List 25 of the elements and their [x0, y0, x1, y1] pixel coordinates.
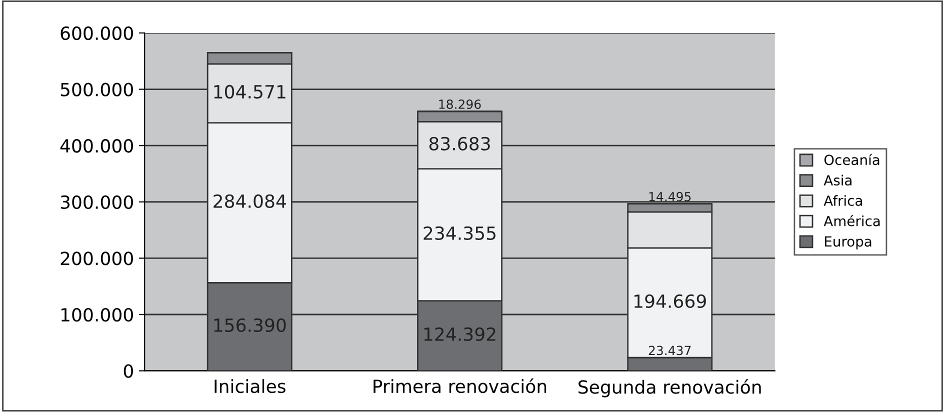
data-label: 14.495	[649, 192, 691, 202]
data-label: 83.683	[429, 136, 490, 150]
y-tick-label: 100.000	[61, 308, 133, 322]
data-label: 23.437	[648, 346, 691, 356]
legend-label: Oceanía	[824, 154, 880, 166]
data-label: 104.571	[214, 84, 286, 99]
y-tick-label: 0	[124, 364, 133, 378]
y-tick-label: 500.000	[60, 82, 133, 96]
legend-label: Africa	[824, 195, 862, 206]
x-tick-label: Segunda renovación	[578, 379, 761, 398]
y-tick-label: 400.000	[60, 139, 133, 153]
y-tick-label: 600.000	[60, 26, 133, 40]
data-label: 18.296	[439, 100, 481, 109]
legend-label: Asia	[824, 174, 852, 186]
y-tick-label: 200.000	[60, 252, 133, 266]
data-label: 124.392	[424, 327, 496, 342]
x-tick-label: Iniciales	[214, 379, 286, 394]
data-label: 156.390	[214, 318, 286, 332]
data-label: 194.669	[634, 294, 706, 308]
data-label: 234.355	[424, 226, 496, 240]
x-tick-label: Primera renovación	[374, 378, 546, 394]
legend-label: Europa	[824, 236, 872, 250]
legend-label: América	[824, 214, 880, 226]
data-label: 284.084	[214, 194, 286, 208]
y-tick-label: 300.000	[60, 195, 133, 209]
